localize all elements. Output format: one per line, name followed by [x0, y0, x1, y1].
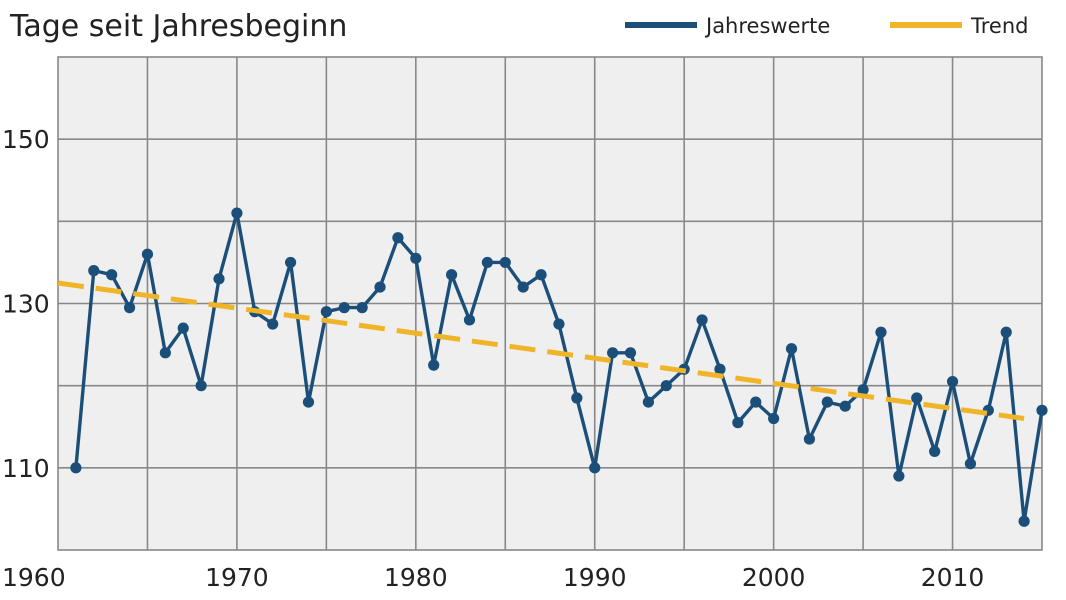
data-point [768, 412, 780, 425]
legend-label: Trend [970, 14, 1028, 38]
data-point [284, 256, 297, 269]
legend: Jahreswerte Trend [625, 14, 1028, 38]
trend-line [57, 280, 1025, 421]
series-layer [57, 207, 1048, 527]
data-point [607, 347, 619, 359]
data-point [463, 314, 476, 326]
data-point [106, 269, 118, 281]
x-tick-label: 1970 [205, 563, 269, 592]
data-point [553, 318, 565, 330]
data-point [1036, 404, 1048, 416]
data-point [320, 306, 332, 318]
data-point [589, 462, 601, 474]
data-point [446, 269, 458, 281]
x-tick-label: 2010 [921, 563, 985, 592]
data-point [911, 392, 923, 404]
data-point [374, 281, 386, 293]
data-point [1018, 515, 1030, 527]
data-point [946, 375, 959, 388]
data-point [481, 256, 493, 269]
y-axis: 110 130 150 [2, 125, 50, 483]
data-point [70, 462, 82, 474]
y-tick-label: 150 [2, 125, 50, 154]
data-point [177, 322, 189, 334]
x-tick-label: 1960 [2, 563, 66, 592]
data-point [123, 302, 136, 314]
data-point [875, 326, 887, 338]
x-tick-label: 1980 [384, 563, 448, 592]
data-point [428, 359, 440, 371]
data-point [159, 347, 171, 359]
data-point [141, 248, 154, 260]
x-tick-label: 2000 [742, 563, 806, 592]
data-point [195, 380, 207, 392]
plot-frame [57, 56, 1043, 551]
data-point [213, 273, 225, 285]
data-point [750, 396, 762, 408]
y-tick-label: 130 [2, 290, 50, 319]
data-point [839, 400, 851, 412]
data-point [410, 252, 422, 264]
data-point [714, 363, 726, 375]
data-point [660, 380, 672, 392]
data-point [267, 318, 279, 330]
data-point [821, 396, 833, 408]
data-point [231, 207, 243, 219]
data-point [696, 314, 708, 326]
data-point [785, 343, 798, 355]
data-point [1000, 326, 1012, 338]
x-tick-label: 1990 [563, 563, 627, 592]
data-point [624, 347, 637, 359]
data-point [302, 396, 315, 408]
data-point [517, 281, 529, 293]
data-point [571, 392, 583, 404]
chart-title: Tage seit Jahresbeginn [9, 9, 347, 44]
data-point [88, 265, 100, 277]
data-point [499, 256, 511, 269]
data-point [929, 445, 941, 457]
data-point [964, 458, 977, 470]
data-point [857, 384, 869, 396]
data-point [356, 302, 368, 314]
x-axis: 1960 1970 1980 1990 2000 2010 [2, 563, 984, 592]
data-point [392, 232, 404, 244]
data-point [803, 433, 816, 445]
data-point [642, 396, 655, 408]
legend-label: Jahreswerte [704, 14, 830, 38]
y-tick-label: 110 [2, 454, 50, 483]
data-point [338, 302, 350, 314]
data-point [535, 269, 547, 281]
data-point [732, 417, 744, 429]
data-point [893, 470, 905, 482]
